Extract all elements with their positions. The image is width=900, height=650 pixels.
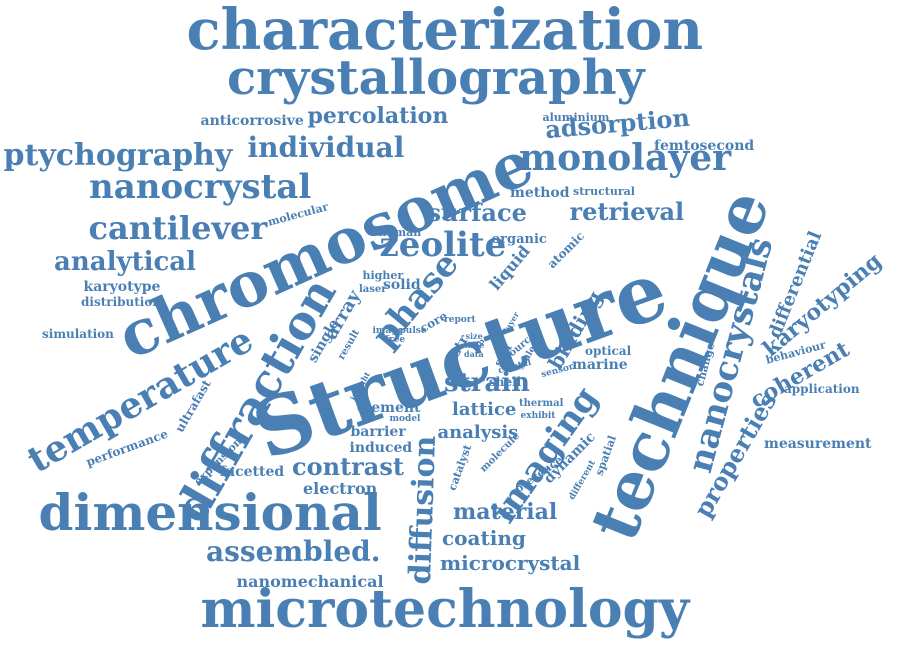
word: laser — [359, 284, 387, 295]
word: catalyst — [445, 442, 475, 492]
word: cantilever — [88, 209, 268, 247]
word: time — [464, 340, 485, 350]
word: karyotype — [83, 279, 161, 295]
word: higher — [362, 268, 404, 282]
word: coating — [442, 526, 526, 550]
word: electron — [303, 479, 378, 498]
word: marine — [572, 357, 628, 373]
word: facetted — [220, 464, 285, 480]
word: characterization — [186, 0, 704, 63]
word: size — [465, 331, 483, 341]
word: element — [357, 400, 421, 416]
word: dimensional — [38, 483, 382, 542]
word: simulation — [42, 327, 114, 341]
word: retrieval — [569, 197, 685, 226]
word: report — [444, 314, 476, 325]
word: aluminium — [542, 110, 610, 124]
word: contrast — [292, 452, 404, 481]
word: surface — [427, 198, 527, 227]
word: monolayer — [519, 137, 732, 179]
word: solid — [383, 277, 421, 293]
word: structural — [573, 184, 635, 198]
word: distribution — [81, 295, 162, 309]
word: microtechnology — [200, 579, 690, 640]
word: anticorrosive — [200, 113, 304, 129]
word: measurement — [764, 436, 872, 452]
word: application — [784, 382, 860, 396]
word: diffusion — [402, 434, 443, 586]
word: zeolite — [379, 225, 507, 265]
word: induced — [349, 440, 413, 456]
word: optical — [585, 344, 632, 358]
word: data — [464, 349, 484, 359]
word: crystallography — [227, 50, 645, 106]
word: free — [385, 334, 406, 345]
word: atomic — [544, 228, 588, 272]
word: femtosecond — [654, 138, 755, 154]
word: ptychography — [3, 138, 233, 173]
word: percolation — [307, 103, 449, 129]
word: shell — [489, 375, 522, 389]
word: barrier — [350, 424, 406, 440]
word: assembled. — [206, 535, 381, 568]
word: nanocrystal — [89, 167, 312, 207]
word: thermal — [519, 398, 564, 409]
word: model — [389, 413, 421, 424]
word: individual — [247, 131, 405, 164]
word: pulse — [399, 325, 427, 336]
word: strain — [444, 368, 530, 398]
word: nanomechanical — [236, 572, 384, 591]
word: analysis — [437, 422, 519, 443]
word: microcrystal — [440, 551, 581, 575]
word: image — [372, 325, 404, 336]
word: method — [510, 185, 570, 201]
word: exhibit — [520, 410, 556, 421]
word: organic — [491, 231, 547, 247]
word: lattice — [452, 399, 517, 420]
word: analytical — [54, 247, 197, 277]
word: material — [453, 499, 558, 525]
word: human — [378, 225, 422, 239]
